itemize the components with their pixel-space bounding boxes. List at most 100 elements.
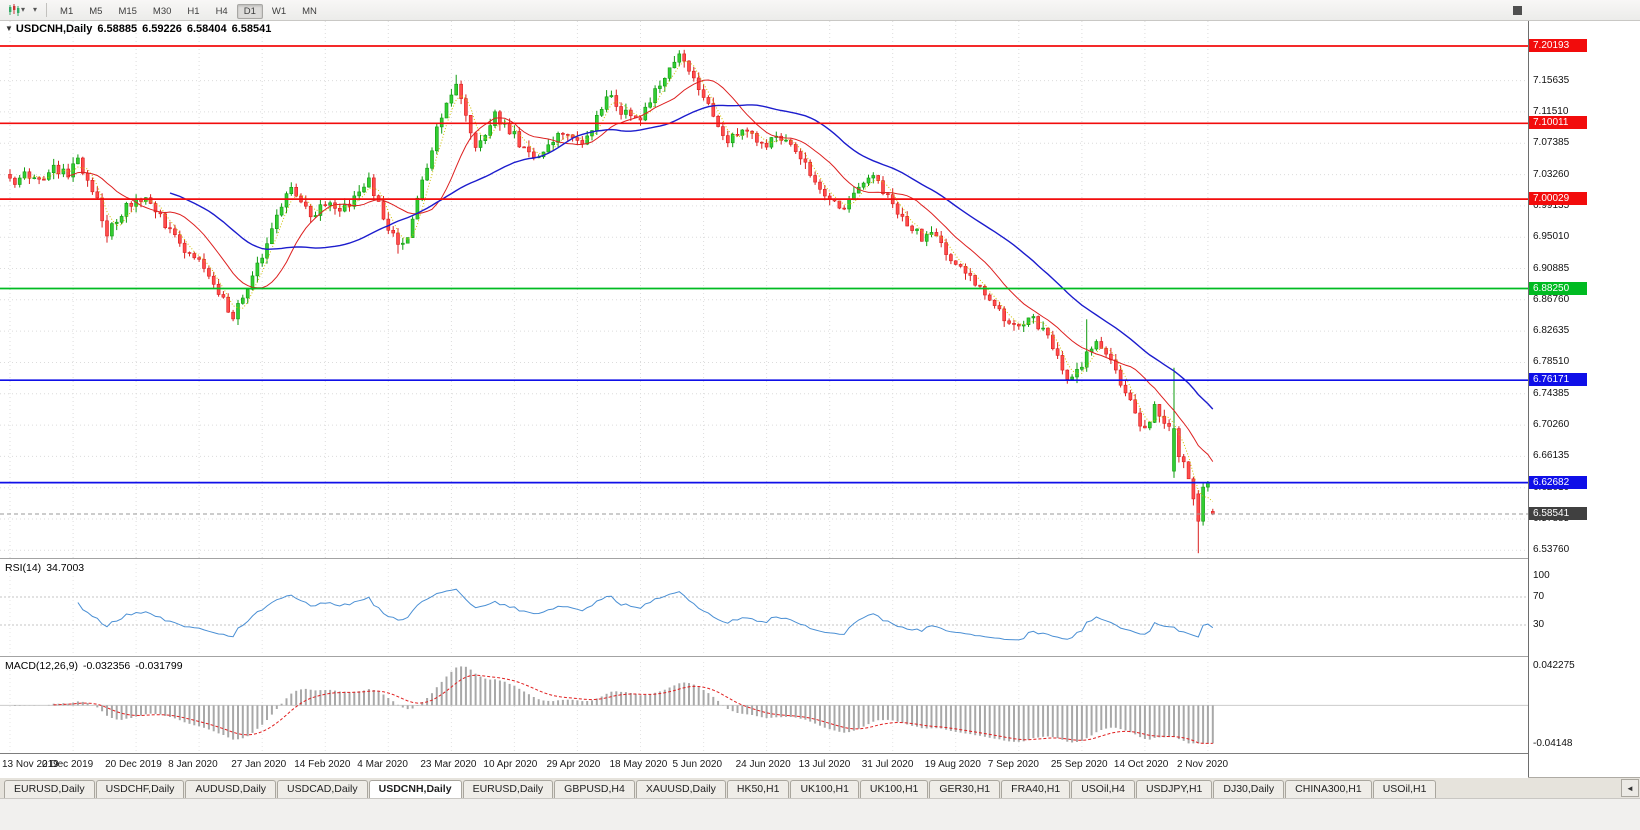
pane-separator[interactable] <box>0 558 1640 561</box>
pane-separator[interactable] <box>0 656 1640 659</box>
tab-scroll-left-button[interactable]: ◄ <box>1621 779 1639 797</box>
timeframe-button-m30[interactable]: M30 <box>152 6 172 17</box>
chart-tab-uk100-h1[interactable]: UK100,H1 <box>859 780 929 798</box>
current-price-value: 6.58541 <box>1533 508 1570 520</box>
date-axis-label: 25 Sep 2020 <box>1050 759 1108 770</box>
level-price-tag: 6.76171 <box>1529 373 1587 387</box>
rsi-axis-tick: 70 <box>1533 591 1545 602</box>
macd-label: MACD(12,26,9) -0.032356 -0.031799 <box>5 660 188 672</box>
price-chart-pane[interactable]: ▼ USDCNH,Daily 6.58885 6.59226 6.58404 6.5854… <box>0 21 1528 558</box>
high-value: 6.59226 <box>142 23 182 35</box>
chart-tab-bar: EURUSD,Daily USDCHF,Daily AUDUSD,Daily USDC… <box>0 777 1640 798</box>
close-value: 6.58541 <box>231 23 272 35</box>
date-axis-label: 14 Feb 2020 <box>294 759 351 770</box>
date-axis-label: 27 Jan 2020 <box>231 759 287 770</box>
tools-dropdown-button[interactable]: ▾ <box>29 1 41 20</box>
date-axis-label: 7 Sep 2020 <box>987 759 1039 770</box>
chart-tab-china300-h1[interactable]: CHINA300,H1 <box>1285 780 1372 798</box>
chart-tab-usdcnh-daily[interactable]: USDCNH,Daily <box>368 780 462 798</box>
chart-tabs: EURUSD,Daily USDCHF,Daily AUDUSD,Daily USDC… <box>0 778 1621 798</box>
chart-tab-hk50-h1[interactable]: HK50,H1 <box>726 780 790 798</box>
date-axis-label: 2 Dec 2019 <box>42 759 94 770</box>
candlestick-chart-icon <box>9 4 20 16</box>
price-axis-tick: 6.86760 <box>1533 293 1570 305</box>
timeframe-button-h1[interactable]: H1 <box>187 6 200 17</box>
price-axis-tick: 6.53760 <box>1533 544 1570 556</box>
price-axis-tick: 6.82635 <box>1533 325 1570 337</box>
macd-signal-value: -0.031799 <box>135 660 183 672</box>
macd-chart-canvas[interactable] <box>0 658 1528 753</box>
chart-tab-audusd-daily[interactable]: AUDUSD,Daily <box>185 780 277 798</box>
level-price-tag: 7.20193 <box>1529 39 1587 53</box>
macd-axis-tick: 0.042275 <box>1533 660 1575 671</box>
chart-tab-usoil-h4[interactable]: USOil,H4 <box>1071 780 1135 798</box>
date-axis-label: 31 Jul 2020 <box>861 759 914 770</box>
symbol-timeframe-label: USDCNH,Daily <box>15 23 93 35</box>
chart-tab-eurusd-daily[interactable]: EURUSD,Daily <box>462 780 554 798</box>
price-axis-tick: 7.15635 <box>1533 74 1570 86</box>
toolbar-separator <box>46 3 48 17</box>
date-axis-label: 19 Aug 2020 <box>924 759 981 770</box>
macd-value: -0.032356 <box>82 660 131 672</box>
chart-tab-ger30-h1[interactable]: GER30,H1 <box>929 780 1001 798</box>
date-axis-label: 18 May 2020 <box>609 759 668 770</box>
macd-axis-tick: -0.04148 <box>1533 738 1573 749</box>
date-axis-label: 29 Apr 2020 <box>546 759 601 770</box>
timeframe-button-w1[interactable]: W1 <box>271 6 287 17</box>
price-axis-tick: 7.11510 <box>1533 105 1569 117</box>
date-axis-label: 14 Oct 2020 <box>1113 759 1169 770</box>
timeframe-button-mn[interactable]: MN <box>302 6 317 17</box>
price-axis-tick: 6.99135 <box>1533 199 1570 211</box>
timeframe-button-h4[interactable]: H4 <box>215 6 228 17</box>
chart-tab-dj30-daily[interactable]: DJ30,Daily <box>1213 780 1285 798</box>
chart-window: ▼ USDCNH,Daily 6.58885 6.59226 6.58404 6.5854… <box>0 21 1640 778</box>
date-axis-label: 4 Mar 2020 <box>357 759 408 770</box>
date-axis-label: 5 Jun 2020 <box>672 759 723 770</box>
arrow-left-icon: ◄ <box>1626 783 1634 793</box>
timeframe-button-d1[interactable]: D1 <box>236 4 263 19</box>
candlestick-chart-canvas[interactable] <box>0 21 1528 558</box>
date-axis-label: 23 Mar 2020 <box>420 759 477 770</box>
timeframe-button-m1[interactable]: M1 <box>60 6 74 17</box>
price-axis-tick: 6.66135 <box>1533 450 1570 462</box>
price-axis-tick: 6.74385 <box>1533 387 1570 399</box>
date-axis-label: 20 Dec 2019 <box>105 759 162 770</box>
timeframe-group: M1 M5 M15 M30 H1 H4 D1 W1 MN <box>52 1 325 19</box>
rsi-pane[interactable]: RSI(14) 34.7003 <box>0 560 1528 656</box>
level-price-tag: 7.10011 <box>1529 116 1587 130</box>
timeframe-button-m15[interactable]: M15 <box>118 6 137 17</box>
chart-tab-usdchf-daily[interactable]: USDCHF,Daily <box>95 780 185 798</box>
rsi-chart-canvas[interactable] <box>0 560 1528 656</box>
date-axis[interactable]: 13 Nov 2019 2 Dec 2019 20 Dec 2019 8 Jan 20… <box>0 753 1528 778</box>
chart-tab-usdjpy-h1[interactable]: USDJPY,H1 <box>1135 780 1213 798</box>
chart-tab-xauusd-daily[interactable]: XAUUSD,Daily <box>635 780 726 798</box>
date-axis-label: 10 Apr 2020 <box>483 759 538 770</box>
price-axis-tick: 6.70260 <box>1533 419 1570 431</box>
chart-type-button[interactable]: ▾ <box>4 1 29 20</box>
chart-tab-usoil-h1[interactable]: USOil,H1 <box>1372 780 1437 798</box>
chart-tab-uk100-h1[interactable]: UK100,H1 <box>790 780 859 798</box>
chart-tab-usdcad-daily[interactable]: USDCAD,Daily <box>277 780 368 798</box>
timeframe-button-m5[interactable]: M5 <box>89 6 103 17</box>
rsi-axis-tick: 100 <box>1533 570 1550 581</box>
rsi-axis-tick: 30 <box>1533 619 1545 630</box>
chart-tab-gbpusd-h4[interactable]: GBPUSD,H4 <box>554 780 635 798</box>
chart-tab-eurusd-daily[interactable]: EURUSD,Daily <box>4 780 95 798</box>
top-toolbar: ▾ ▾ M1 M5 M15 M30 H1 H4 D1 W1 MN <box>0 0 1640 21</box>
date-axis-label: 8 Jan 2020 <box>168 759 218 770</box>
price-axis-tick: 6.95010 <box>1533 231 1570 243</box>
macd-name: MACD(12,26,9) <box>5 660 78 672</box>
price-axis[interactable]: 6.58541 7.15635 7.11510 7.07385 7.03260 6.99… <box>1528 21 1640 777</box>
macd-pane[interactable]: MACD(12,26,9) -0.032356 -0.031799 <box>0 658 1528 753</box>
level-price-tag: 7.00029 <box>1529 192 1587 206</box>
date-axis-label: 13 Nov 2019 <box>2 759 59 770</box>
chevron-down-icon: ▾ <box>33 5 38 14</box>
collapse-arrow-icon[interactable]: ▼ <box>5 24 13 33</box>
toolbar-grip[interactable] <box>1513 5 1522 15</box>
price-axis-tick: 7.03260 <box>1533 168 1570 180</box>
low-value: 6.58404 <box>186 23 227 35</box>
chart-tab-fra40-h1[interactable]: FRA40,H1 <box>1001 780 1071 798</box>
price-axis-tick: 6.90885 <box>1533 262 1570 274</box>
price-axis-tick: 6.78510 <box>1533 356 1570 368</box>
current-price-tag: 6.58541 <box>1529 507 1587 521</box>
